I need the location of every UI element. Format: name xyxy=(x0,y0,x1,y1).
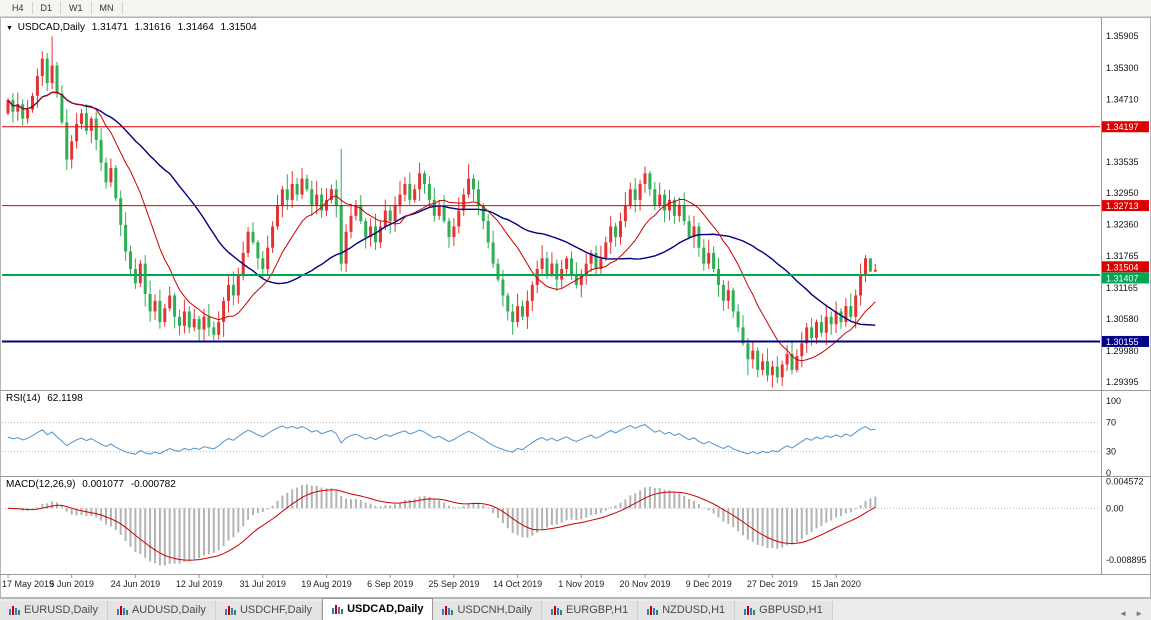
trading-chart[interactable]: 1.35905 1.35300 1.34710 1.33535 1.32950 1.323… xyxy=(0,17,1151,598)
macd-indicator-label: MACD(12,26,9) xyxy=(6,479,76,490)
price-badge-1.30155: 1.30155 xyxy=(1102,335,1149,347)
date-axis-label: 19 Aug 2019 xyxy=(301,579,352,589)
chart-tab-bar: EURUSD,Daily AUDUSD,Daily USDCHF,Daily USDC… xyxy=(0,598,1151,620)
rsi-line xyxy=(7,424,876,455)
svg-text:1.32713: 1.32713 xyxy=(1106,201,1139,211)
date-axis-label: 17 May 2019 xyxy=(2,579,54,589)
chart-marker-icon: ▼ xyxy=(6,25,13,32)
tab-scroll-left-button[interactable]: ◄ xyxy=(1119,609,1128,618)
price-axis-label: 1.31165 xyxy=(1106,283,1138,293)
rsi-axis-label: 0 xyxy=(1106,468,1111,478)
rsi-axis-label: 70 xyxy=(1106,418,1116,428)
svg-text:1.34197: 1.34197 xyxy=(1106,122,1139,132)
date-axis-label: 27 Dec 2019 xyxy=(747,579,798,589)
tab-label: AUDUSD,Daily xyxy=(131,604,206,616)
date-axis-label: 6 Sep 2019 xyxy=(367,579,413,589)
tab-label: EURGBP,H1 xyxy=(566,604,629,616)
tab-gbpusd-h1[interactable]: GBPUSD,H1 xyxy=(735,601,833,620)
timeframe-h4-button[interactable]: H4 xyxy=(4,2,33,14)
rsi-axis-label: 30 xyxy=(1106,446,1116,456)
date-axis-label: 24 Jun 2019 xyxy=(111,579,161,589)
price-axis-label: 1.31765 xyxy=(1106,251,1139,261)
rsi-value: 62.1198 xyxy=(47,393,83,404)
date-axis-label: 31 Jul 2019 xyxy=(240,579,287,589)
price-badge-1.32713: 1.32713 xyxy=(1102,200,1149,212)
chart-icon xyxy=(116,605,128,615)
chart-icon xyxy=(224,605,236,615)
date-axis-label: 9 Dec 2019 xyxy=(686,579,732,589)
chart-icon xyxy=(442,605,454,615)
chart-low-value: 1.31464 xyxy=(177,22,214,33)
macd-signal-value: -0.000782 xyxy=(130,479,176,490)
date-axis-label: 12 Jul 2019 xyxy=(176,579,223,589)
tab-scroll-right-button[interactable]: ► xyxy=(1135,609,1143,618)
chart-window: 1.35905 1.35300 1.34710 1.33535 1.32950 1.323… xyxy=(0,17,1151,598)
tab-usdcnh-daily[interactable]: USDCNH,Daily xyxy=(433,601,543,620)
date-axis-label: 15 Jan 2020 xyxy=(811,579,861,589)
chart-high-value: 1.31616 xyxy=(134,22,171,33)
price-axis-label: 1.33535 xyxy=(1106,157,1139,167)
price-axis-label: 1.34710 xyxy=(1106,94,1139,104)
price-axis-label: 1.32360 xyxy=(1106,219,1139,229)
candles-layer xyxy=(6,36,877,388)
macd-main-value: 0.001077 xyxy=(82,479,124,490)
tab-audusd-daily[interactable]: AUDUSD,Daily xyxy=(107,601,216,620)
date-axis-label: 1 Nov 2019 xyxy=(558,579,604,589)
chart-icon xyxy=(647,605,659,615)
timeframe-mn-button[interactable]: MN xyxy=(92,2,123,14)
chart-header: ▼ USDCAD,Daily 1.31471 1.31616 1.31464 1… xyxy=(6,22,261,33)
macd-header: MACD(12,26,9) 0.001077 -0.000782 xyxy=(6,479,180,490)
price-axis-label: 1.29980 xyxy=(1106,346,1139,356)
date-axis-label: 14 Oct 2019 xyxy=(493,579,542,589)
date-axis-label: 5 Jun 2019 xyxy=(49,579,94,589)
tab-eurgbp-h1[interactable]: EURGBP,H1 xyxy=(542,601,639,620)
tab-eurusd-daily[interactable]: EURUSD,Daily xyxy=(0,601,108,620)
timeframe-d1-button[interactable]: D1 xyxy=(33,2,62,14)
price-axis-label: 1.35300 xyxy=(1106,63,1139,73)
macd-histogram xyxy=(7,484,877,566)
svg-text:1.31504: 1.31504 xyxy=(1106,262,1139,272)
price-badge-1.34197: 1.34197 xyxy=(1102,121,1149,133)
tab-usdchf-daily[interactable]: USDCHF,Daily xyxy=(215,601,323,620)
timeframe-toolbar: H4 D1 W1 MN xyxy=(0,0,1151,17)
svg-text:1.30155: 1.30155 xyxy=(1106,337,1139,347)
chart-icon xyxy=(9,605,20,615)
chart-symbol-label: USDCAD,Daily xyxy=(17,22,85,33)
macd-axis-label: -0.008895 xyxy=(1106,555,1147,565)
macd-axis-label: 0.00 xyxy=(1106,503,1124,513)
chart-icon xyxy=(551,605,563,615)
price-axis-label: 1.29395 xyxy=(1106,377,1139,387)
macd-axis-label: 0.004572 xyxy=(1106,477,1144,487)
timeframe-w1-button[interactable]: W1 xyxy=(61,2,92,14)
macd-signal-line xyxy=(7,489,876,561)
price-badge-1.31407: 1.31407 xyxy=(1102,272,1149,284)
tab-label: USDCHF,Daily xyxy=(239,604,313,616)
chart-open-value: 1.31471 xyxy=(91,22,128,33)
date-axis-label: 20 Nov 2019 xyxy=(619,579,670,589)
svg-text:1.31407: 1.31407 xyxy=(1106,273,1139,283)
price-axis-label: 1.32950 xyxy=(1106,188,1139,198)
tab-scroll-controls: ◄ ► xyxy=(1115,607,1151,620)
rsi-header: RSI(14) 62.1198 xyxy=(6,393,87,404)
tab-label: NZDUSD,H1 xyxy=(662,604,726,616)
date-axis-label: 25 Sep 2019 xyxy=(428,579,479,589)
tab-label: USDCAD,Daily xyxy=(347,603,424,615)
price-axis-label: 1.35905 xyxy=(1106,31,1139,41)
rsi-axis-label: 100 xyxy=(1106,396,1121,406)
tab-label: GBPUSD,H1 xyxy=(759,604,823,616)
tab-nzdusd-h1[interactable]: NZDUSD,H1 xyxy=(638,601,736,620)
ma-fast-line xyxy=(7,91,876,362)
chart-icon xyxy=(332,604,344,614)
rsi-indicator-label: RSI(14) xyxy=(6,393,41,404)
price-badge-1.31504: 1.31504 xyxy=(1102,261,1149,273)
chart-close-value: 1.31504 xyxy=(220,22,257,33)
tab-usdcad-daily[interactable]: USDCAD,Daily xyxy=(322,598,434,620)
tab-label: EURUSD,Daily xyxy=(24,604,98,616)
chart-icon xyxy=(744,605,756,615)
price-axis-label: 1.30580 xyxy=(1106,314,1139,324)
tab-label: USDCNH,Daily xyxy=(457,604,533,616)
